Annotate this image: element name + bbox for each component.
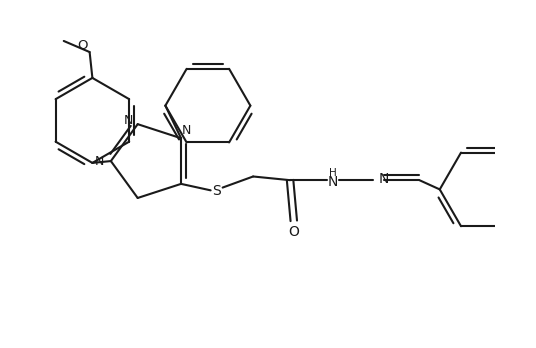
Text: N: N — [327, 175, 338, 189]
Text: O: O — [288, 225, 299, 239]
Text: N: N — [182, 124, 191, 137]
Text: N: N — [534, 195, 536, 208]
Text: N: N — [379, 172, 389, 186]
Text: H: H — [329, 168, 337, 178]
Text: N: N — [95, 155, 105, 168]
Text: O: O — [77, 39, 87, 52]
Text: N: N — [124, 114, 133, 127]
Text: S: S — [212, 184, 220, 198]
